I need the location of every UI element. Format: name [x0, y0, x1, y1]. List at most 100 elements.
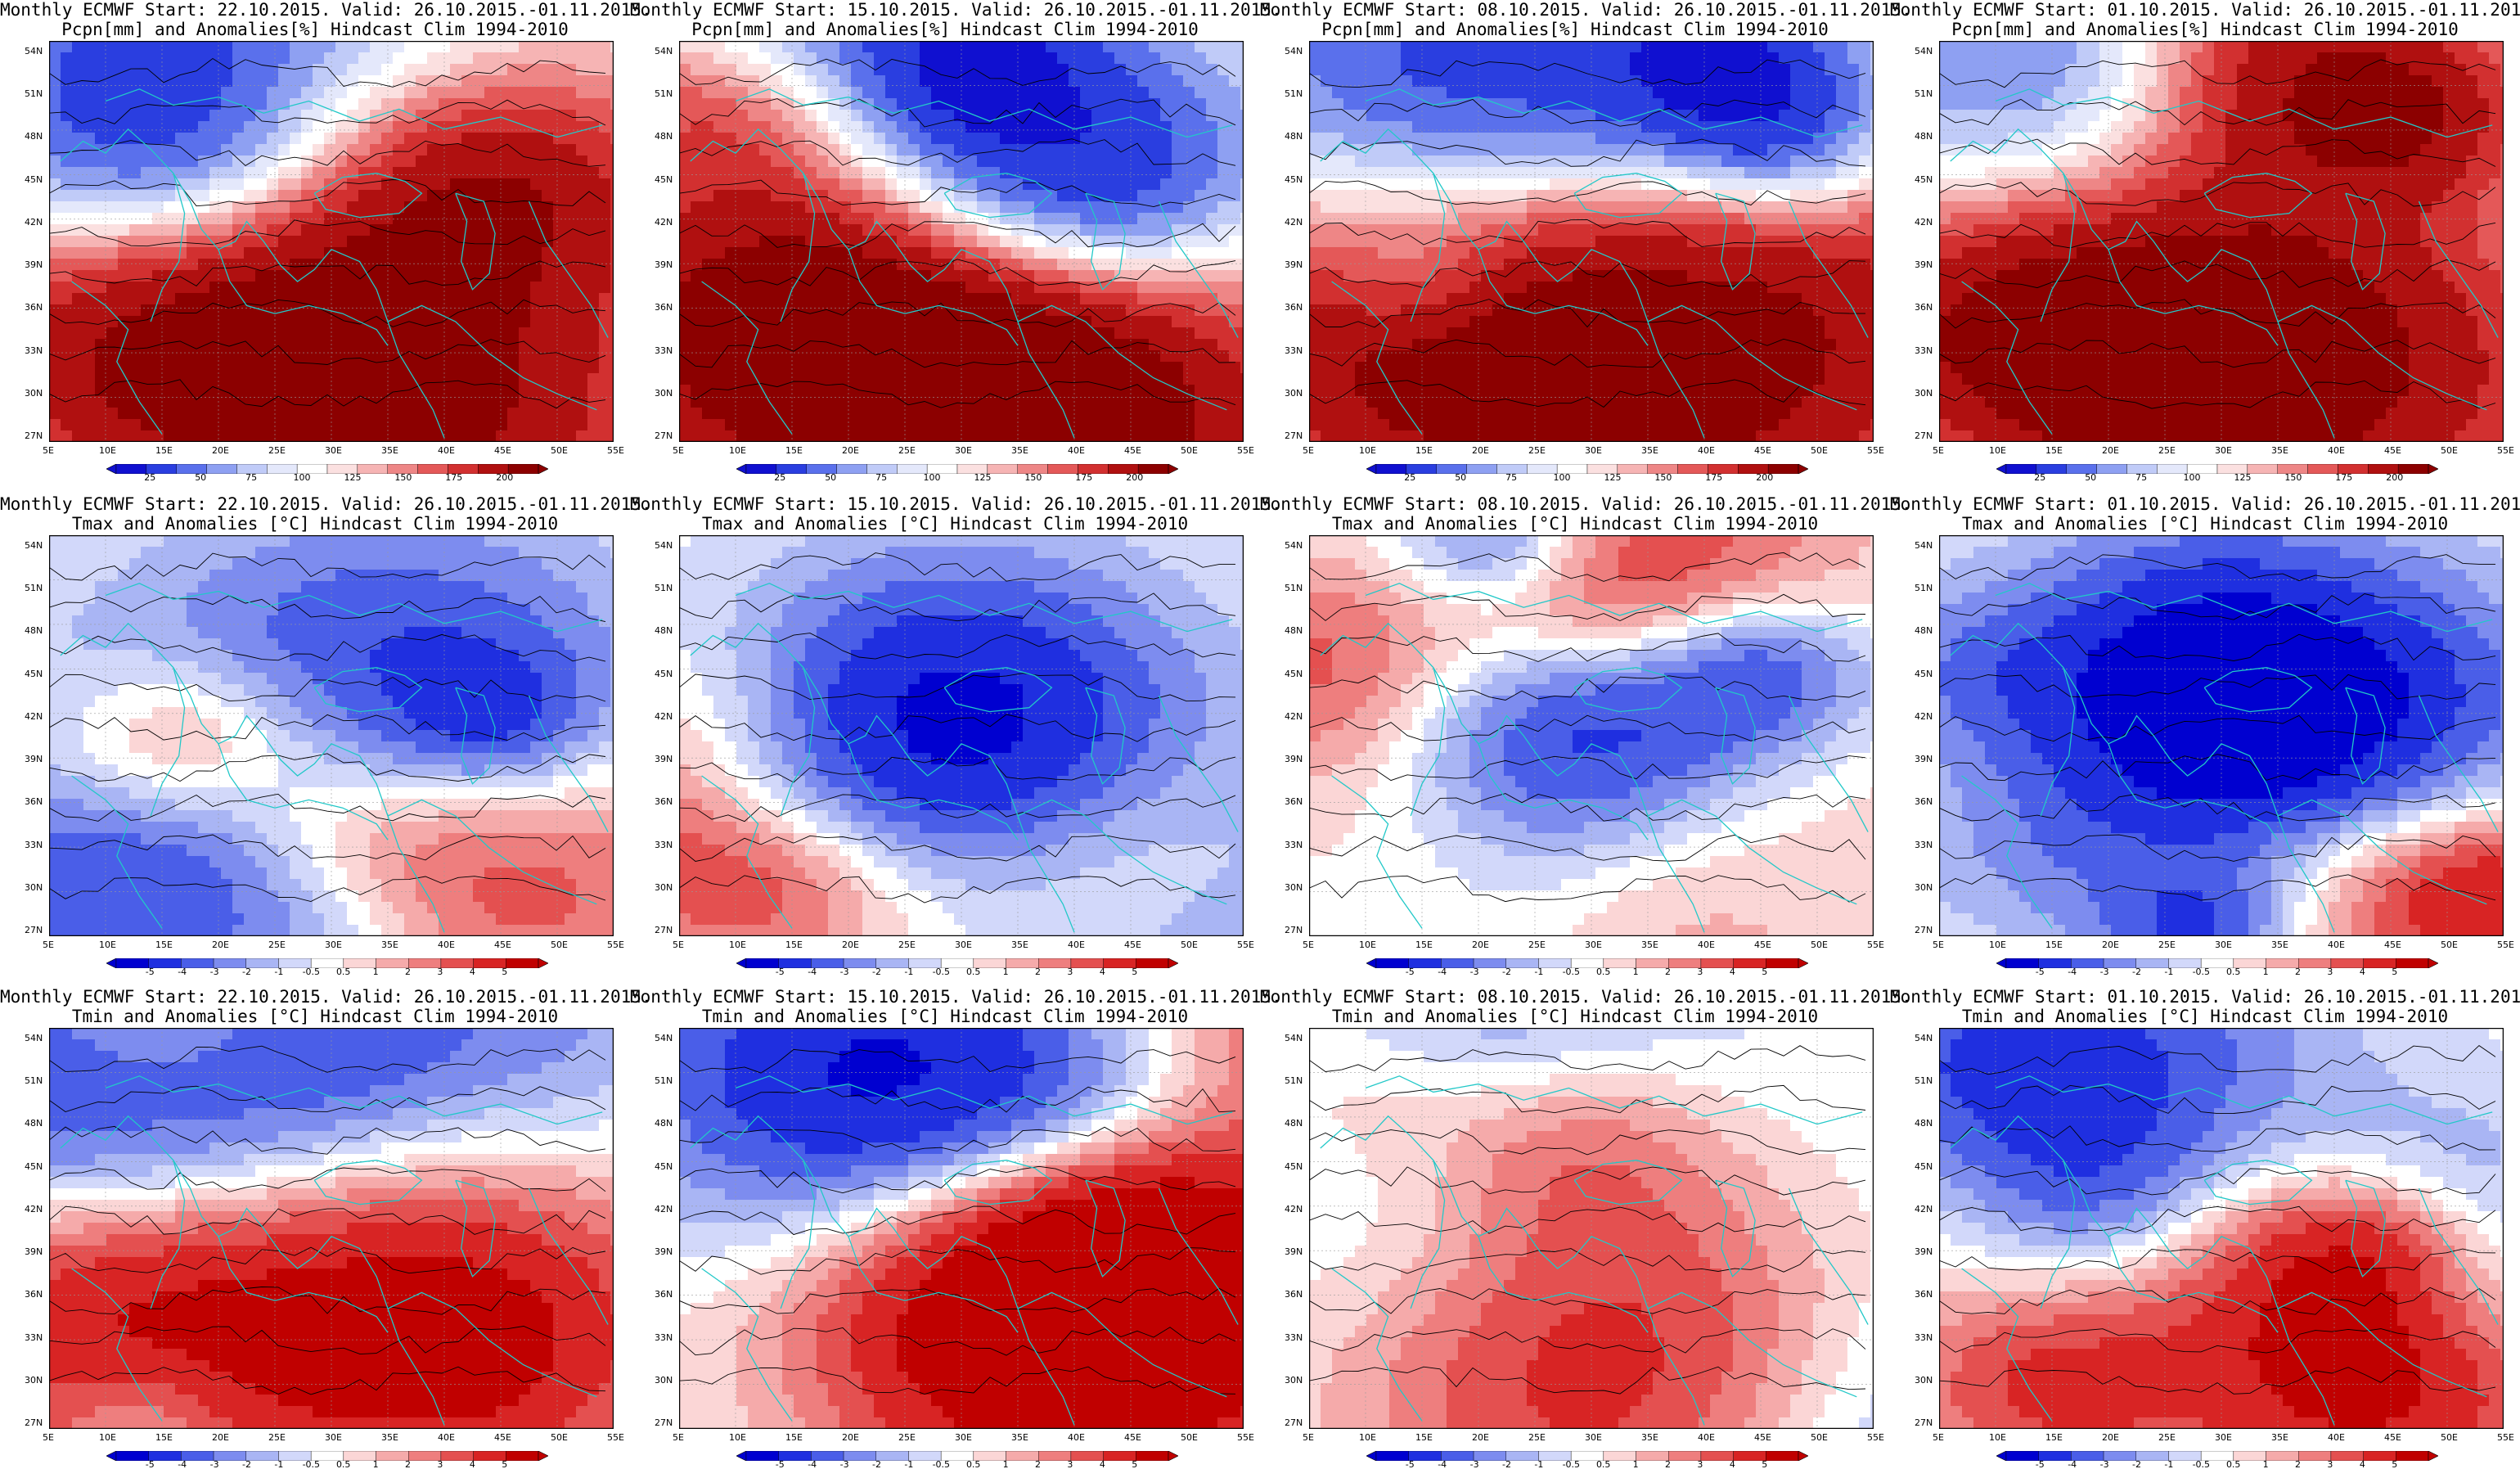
colorbar-tick-label: -2	[872, 967, 881, 977]
colorbar-tick-label: 3	[1697, 967, 1703, 977]
colorbar-swatches	[736, 1451, 1178, 1461]
lon-label: 30E	[955, 445, 972, 456]
colorbar-tick-label: 1	[373, 967, 379, 977]
colorbar-tick-label: 175	[445, 472, 462, 483]
lon-label: 45E	[2384, 940, 2401, 950]
colorbar-tick-label: 150	[1024, 472, 1042, 483]
colorbar-tick-label: 4	[1730, 1459, 1735, 1470]
colorbar-tick-label: -1	[274, 1459, 283, 1470]
colorbar-tick-label: 50	[2085, 472, 2096, 483]
anomaly-map	[49, 1028, 614, 1429]
lat-label: 27N	[655, 1417, 673, 1428]
lon-label: 50E	[1811, 940, 1828, 950]
anomaly-map-svg	[1309, 1028, 1874, 1429]
lon-label: 5E	[43, 940, 54, 950]
lon-label: 20E	[212, 445, 229, 456]
lon-label: 40E	[2328, 940, 2345, 950]
lon-label: 5E	[43, 445, 54, 456]
colorbar-swatches	[106, 464, 548, 474]
lat-label: 39N	[655, 1246, 673, 1257]
lat-label: 39N	[1285, 1246, 1303, 1257]
lat-label: 33N	[655, 840, 673, 850]
colorbar-tick-label: -3	[2100, 1459, 2109, 1470]
colorbar-tick-label: 4	[2360, 967, 2365, 977]
lon-label: 5E	[673, 940, 684, 950]
lon-label: 50E	[1181, 940, 1198, 950]
lat-label: 48N	[1285, 131, 1303, 142]
colorbar-tick-label: -1	[1534, 1459, 1543, 1470]
panel-title: Monthly ECMWF Start: 08.10.2015. Valid: …	[1260, 987, 1890, 1026]
colorbar-tick-label: 2	[2295, 1459, 2301, 1470]
lon-label: 25E	[1528, 445, 1546, 456]
lat-label: 54N	[1915, 540, 1933, 551]
lon-label: 35E	[1641, 940, 1658, 950]
lon-label: 40E	[438, 445, 455, 456]
lon-label: 10E	[99, 1432, 116, 1443]
colorbar-tick-label: -3	[2100, 967, 2109, 977]
lon-label: 30E	[325, 1432, 342, 1443]
colorbar-tick-label: 175	[1705, 472, 1722, 483]
lon-label: 25E	[268, 445, 286, 456]
lat-label: 45N	[1915, 669, 1933, 679]
panel-title-line2: Pcpn[mm] and Anomalies[%] Hindcast Clim …	[0, 20, 630, 39]
lat-label: 51N	[1915, 583, 1933, 593]
panel-title: Monthly ECMWF Start: 01.10.2015. Valid: …	[1890, 494, 2520, 534]
colorbar-tick-label: 1	[1003, 967, 1009, 977]
lon-label: 35E	[381, 445, 398, 456]
anomaly-map-svg	[679, 535, 1244, 936]
colorbar-tick-label: 4	[1730, 967, 1735, 977]
lat-label: 30N	[1915, 388, 1933, 399]
colorbar-tick-label: 25	[774, 472, 785, 483]
colorbar-tick-label: -2	[2132, 1459, 2141, 1470]
colorbar-tick-label: -2	[2132, 967, 2141, 977]
colorbar-tick-label: -1	[2164, 967, 2173, 977]
panel-title-line1: Monthly ECMWF Start: 08.10.2015. Valid: …	[1260, 0, 1890, 20]
lat-label: 42N	[25, 711, 43, 722]
lon-label: 40E	[438, 940, 455, 950]
lon-label: 30E	[325, 445, 342, 456]
lat-label: 39N	[1285, 754, 1303, 764]
colorbar-tick-label: 125	[2234, 472, 2251, 483]
lon-label: 10E	[1359, 940, 1376, 950]
lat-label: 39N	[25, 1246, 43, 1257]
lon-label: 45E	[494, 445, 511, 456]
anomaly-map-svg	[49, 535, 614, 936]
lon-label: 25E	[898, 1432, 916, 1443]
lat-label: 45N	[25, 669, 43, 679]
colorbar-swatches	[1366, 958, 1808, 968]
colorbar-tick-label: -3	[1470, 1459, 1479, 1470]
colorbar-tick-label: 0.5	[336, 1459, 351, 1470]
lon-label: 45E	[1754, 940, 1771, 950]
colorbar-tick-label: 4	[470, 1459, 475, 1470]
panel-title-line1: Monthly ECMWF Start: 08.10.2015. Valid: …	[1260, 494, 1890, 514]
lat-label: 30N	[1285, 1375, 1303, 1386]
lat-label: 51N	[1285, 1075, 1303, 1086]
lat-label: 45N	[25, 174, 43, 185]
lon-label: 20E	[1472, 1432, 1489, 1443]
lat-label: 54N	[1285, 46, 1303, 56]
lat-label: 27N	[1285, 925, 1303, 935]
lat-label: 42N	[1285, 711, 1303, 722]
anomaly-map	[679, 1028, 1244, 1429]
panel-title-line2: Tmax and Anomalies [°C] Hindcast Clim 19…	[1890, 514, 2520, 534]
lon-label: 55E	[607, 940, 624, 950]
anomaly-map-svg	[1939, 535, 2504, 936]
lon-label: 5E	[43, 1432, 54, 1443]
colorbar-tick-label: 75	[2135, 472, 2147, 483]
colorbar-tick-label: 150	[2284, 472, 2302, 483]
colorbar-tick-label: 0.5	[2226, 967, 2241, 977]
colorbar-tick-label: 100	[294, 472, 311, 483]
lat-label: 27N	[1285, 430, 1303, 441]
lon-label: 45E	[1754, 1432, 1771, 1443]
lon-label: 50E	[2441, 445, 2458, 456]
lon-label: 50E	[1811, 445, 1828, 456]
lon-label: 40E	[1698, 1432, 1715, 1443]
colorbar-tick-label: 5	[1762, 967, 1767, 977]
lat-label: 36N	[1915, 1289, 1933, 1300]
lat-label: 54N	[1285, 1033, 1303, 1043]
panel-title: Monthly ECMWF Start: 22.10.2015. Valid: …	[0, 494, 630, 534]
colorbar-tick-label: -3	[210, 1459, 219, 1470]
